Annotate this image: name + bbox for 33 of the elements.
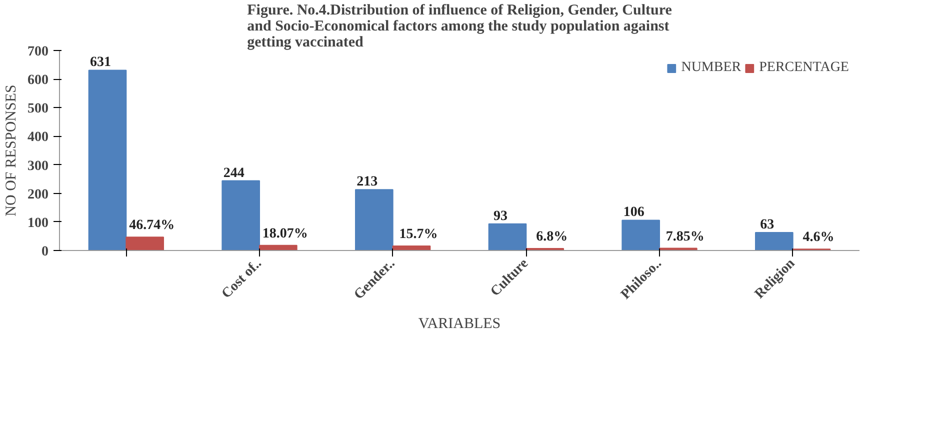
data-label: 7.85% [666,229,704,244]
data-label: 631 [90,55,111,70]
chart-title: Figure. No.4.Distribution of influence of Religion, Gender, Culture and Socio-Economical factors among the study population against getting vaccinated [247,2,672,50]
data-label: 46.74% [129,218,175,234]
data-label: 106 [623,205,644,220]
y-tick-label: 100 [28,216,48,231]
data-label: 18.07% [262,226,308,242]
bar [355,189,394,250]
legend-label: PERCENTAGE [759,60,849,76]
x-tick-label: Cost of.. [219,256,265,302]
y-tick-label: 400 [28,130,48,146]
y-tick-label: 500 [28,102,48,117]
data-label: 15.7% [399,227,438,242]
y-tick-label: 0 [42,244,48,260]
bar [222,180,260,250]
bar [488,223,527,250]
bar [622,220,660,250]
data-label: 6.8% [536,230,568,245]
data-label: 4.6% [802,230,834,246]
bar [88,70,127,250]
y-tick-label: 700 [28,44,48,60]
bar [126,236,164,250]
x-axis-title: VARIABLES [418,316,501,332]
y-tick-label: 200 [28,187,48,202]
y-tick-label: 300 [28,158,48,174]
y-tick-label: 600 [28,73,48,88]
data-label: 93 [494,208,508,224]
bar [755,232,794,250]
data-label: 63 [760,218,774,232]
data-label: 213 [356,174,378,190]
y-axis-title: NO OF RESPONSES [4,84,20,216]
data-label: 244 [223,166,244,181]
legend-label: NUMBER [681,60,742,76]
